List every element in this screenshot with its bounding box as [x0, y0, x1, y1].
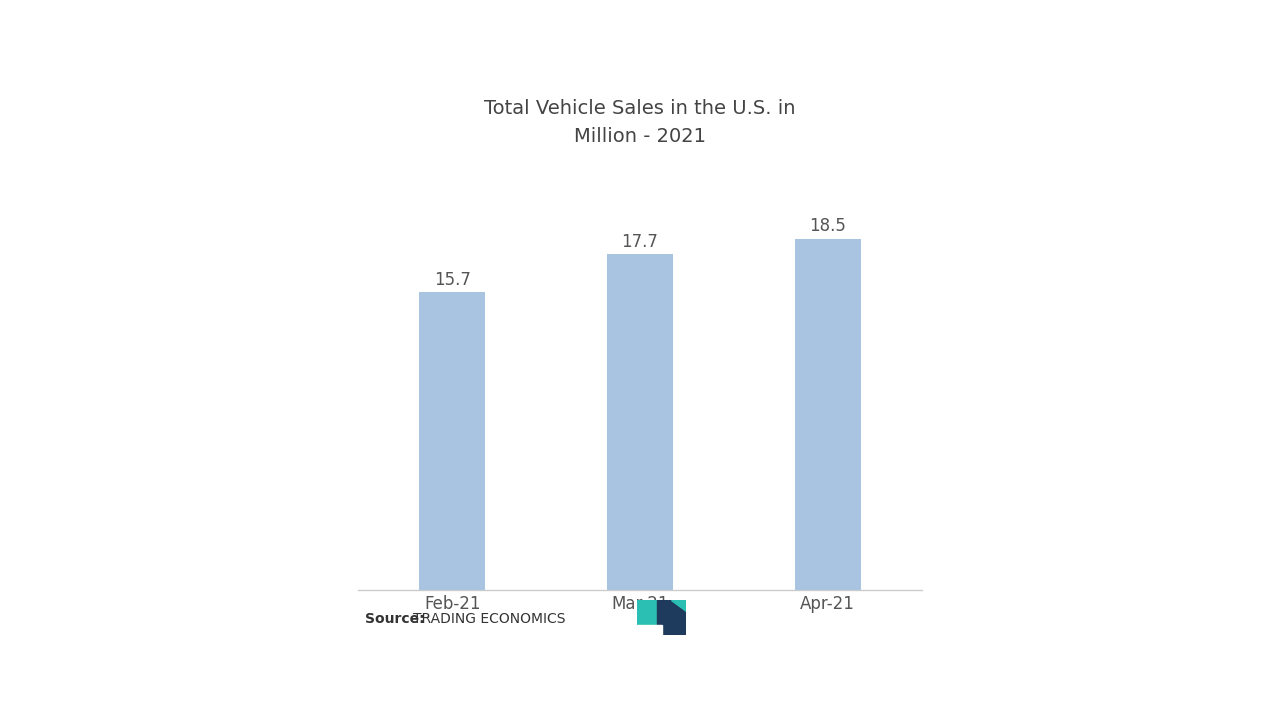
Text: 18.5: 18.5	[809, 217, 846, 235]
Text: 17.7: 17.7	[622, 233, 658, 251]
Title: Total Vehicle Sales in the U.S. in
Million - 2021: Total Vehicle Sales in the U.S. in Milli…	[484, 99, 796, 146]
Polygon shape	[657, 600, 686, 635]
Polygon shape	[672, 600, 686, 611]
Polygon shape	[637, 614, 662, 625]
Polygon shape	[637, 600, 662, 625]
Text: 15.7: 15.7	[434, 271, 471, 289]
Bar	[795, 239, 860, 590]
Text: TRADING ECONOMICS: TRADING ECONOMICS	[413, 612, 566, 626]
Bar	[607, 254, 673, 590]
Polygon shape	[637, 625, 662, 635]
Bar	[420, 292, 485, 590]
Text: Source:: Source:	[365, 612, 425, 626]
